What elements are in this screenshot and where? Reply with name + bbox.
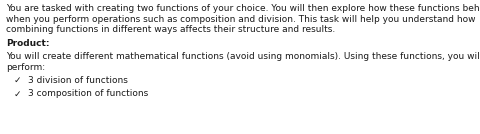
Text: perform:: perform: <box>6 62 45 72</box>
Text: combining functions in different ways affects their structure and results.: combining functions in different ways af… <box>6 25 335 34</box>
Text: 3 division of functions: 3 division of functions <box>28 76 128 85</box>
Text: ✓: ✓ <box>14 90 22 98</box>
Text: Product:: Product: <box>6 40 49 49</box>
Text: You are tasked with creating two functions of your choice. You will then explore: You are tasked with creating two functio… <box>6 4 480 13</box>
Text: 3 composition of functions: 3 composition of functions <box>28 90 148 98</box>
Text: when you perform operations such as composition and division. This task will hel: when you perform operations such as comp… <box>6 14 475 23</box>
Text: You will create different mathematical functions (avoid using monomials). Using : You will create different mathematical f… <box>6 52 480 61</box>
Text: ✓: ✓ <box>14 76 22 85</box>
